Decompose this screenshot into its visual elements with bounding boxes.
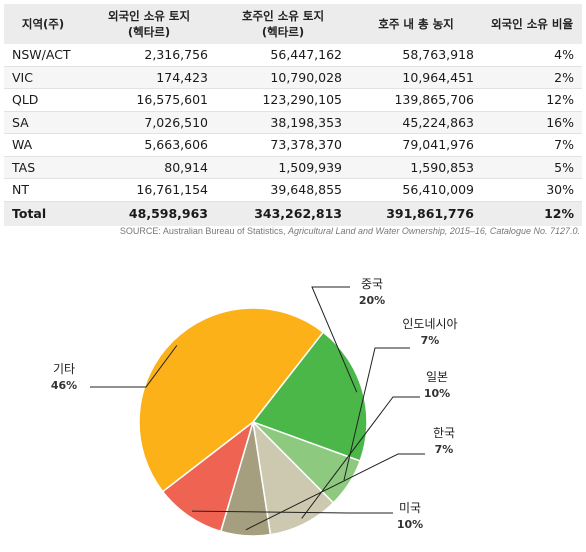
slice-label-2: 일본 (426, 370, 448, 384)
value-cell: 174,423 (82, 66, 216, 89)
country-share-pie-chart: 중국 20% 인도네시아 7% 일본 10% 한국 7% 미국 10% 기타 46% (51, 277, 458, 537)
value-cell: 39,648,855 (216, 178, 350, 202)
value-cell: 45,224,863 (350, 111, 482, 134)
value-cell: 56,410,009 (350, 178, 482, 202)
region-cell: SA (4, 111, 82, 134)
table-row: WA 5,663,606 73,378,370 79,041,976 7% (4, 133, 582, 157)
ownership-table: 지역(주) 외국인 소유 토지 (헥타르) 호주인 소유 토지 (헥타르) 호주… (4, 4, 582, 226)
value-cell: 16,761,154 (82, 178, 216, 202)
value-cell: 2,316,756 (82, 44, 216, 67)
slice-label-4: 미국 (399, 501, 421, 515)
value-cell: 123,290,105 (216, 88, 350, 112)
region-cell: WA (4, 133, 82, 157)
pie-slice-2 (251, 419, 335, 536)
leader-line-0 (311, 286, 358, 393)
slice-percent-1: 7% (421, 334, 440, 347)
total-value-cell: 391,861,776 (350, 201, 482, 226)
value-cell: 139,865,706 (350, 88, 482, 112)
total-value-cell: 343,262,813 (216, 201, 350, 226)
value-cell: 30% (482, 178, 582, 202)
header-total-farmland: 호주 내 총 농지 (350, 4, 482, 44)
table-row: VIC 174,423 10,790,028 10,964,451 2% (4, 66, 582, 89)
slice-percent-3: 7% (435, 443, 454, 456)
pie-slices (138, 307, 368, 537)
pie-leader-lines (90, 286, 425, 531)
value-cell: 10,790,028 (216, 66, 350, 89)
value-cell: 16% (482, 111, 582, 134)
region-cell: VIC (4, 66, 82, 89)
slice-label-1: 인도네시아 (402, 317, 457, 331)
table-row: TAS 80,914 1,509,939 1,590,853 5% (4, 156, 582, 179)
region-cell: QLD (4, 88, 82, 112)
source-prefix: SOURCE: Australian Bureau of Statistics, (119, 226, 288, 236)
total-value-cell: 12% (482, 201, 582, 226)
region-cell: TAS (4, 156, 82, 179)
source-note: SOURCE: Australian Bureau of Statistics,… (120, 226, 580, 236)
value-cell: 79,041,976 (350, 133, 482, 157)
value-cell: 12% (482, 88, 582, 112)
leader-line-2 (301, 396, 420, 519)
table-header-row: 지역(주) 외국인 소유 토지 (헥타르) 호주인 소유 토지 (헥타르) 호주… (4, 4, 582, 44)
value-cell: 10,964,451 (350, 66, 482, 89)
leader-line-4 (191, 510, 393, 514)
value-cell: 1,590,853 (350, 156, 482, 179)
pie-labels: 중국 20% 인도네시아 7% 일본 10% 한국 7% 미국 10% 기타 46% (51, 277, 458, 531)
value-cell: 7,026,510 (82, 111, 216, 134)
ownership-table-container: 지역(주) 외국인 소유 토지 (헥타르) 호주인 소유 토지 (헥타르) 호주… (4, 4, 582, 226)
value-cell: 2% (482, 66, 582, 89)
leader-line-1 (343, 347, 410, 481)
leader-line-3 (245, 453, 425, 531)
value-cell: 4% (482, 44, 582, 67)
value-cell: 16,575,601 (82, 88, 216, 112)
source-title: Agricultural Land and Water Ownership, 2… (287, 226, 580, 236)
header-foreign-share: 외국인 소유 비율 (482, 4, 582, 44)
value-cell: 56,447,162 (216, 44, 350, 67)
value-cell: 5,663,606 (82, 133, 216, 157)
table-row: NT 16,761,154 39,648,855 56,410,009 30% (4, 178, 582, 202)
header-foreign-owned: 외국인 소유 토지 (헥타르) (82, 4, 216, 44)
pie-slice-4 (161, 419, 255, 533)
value-cell: 80,914 (82, 156, 216, 179)
slice-label-3: 한국 (433, 426, 455, 440)
total-value-cell: 48,598,963 (82, 201, 216, 226)
value-cell: 58,763,918 (350, 44, 482, 67)
table-row: SA 7,026,510 38,198,353 45,224,863 16% (4, 111, 582, 134)
leader-line-5 (90, 345, 178, 388)
total-label-cell: Total (4, 201, 82, 226)
pie-slice-0 (251, 331, 368, 462)
value-cell: 7% (482, 133, 582, 157)
region-cell: NSW/ACT (4, 44, 82, 67)
value-cell: 73,378,370 (216, 133, 350, 157)
slice-label-0: 중국 (361, 277, 383, 291)
value-cell: 5% (482, 156, 582, 179)
table-row: NSW/ACT 2,316,756 56,447,162 58,763,918 4% (4, 44, 582, 67)
slice-percent-0: 20% (359, 294, 385, 307)
table-total-row: Total 48,598,963 343,262,813 391,861,776 12% (4, 201, 582, 226)
pie-slice-5 (138, 307, 325, 493)
value-cell: 38,198,353 (216, 111, 350, 134)
value-cell: 1,509,939 (216, 156, 350, 179)
slice-label-5: 기타 (53, 362, 75, 376)
header-australian-owned: 호주인 소유 토지 (헥타르) (216, 4, 350, 44)
table-row: QLD 16,575,601 123,290,105 139,865,706 12% (4, 88, 582, 112)
slice-percent-5: 46% (51, 379, 77, 392)
region-cell: NT (4, 178, 82, 202)
slice-percent-2: 10% (424, 387, 450, 400)
header-region: 지역(주) (4, 4, 82, 44)
slice-percent-4: 10% (397, 518, 423, 531)
